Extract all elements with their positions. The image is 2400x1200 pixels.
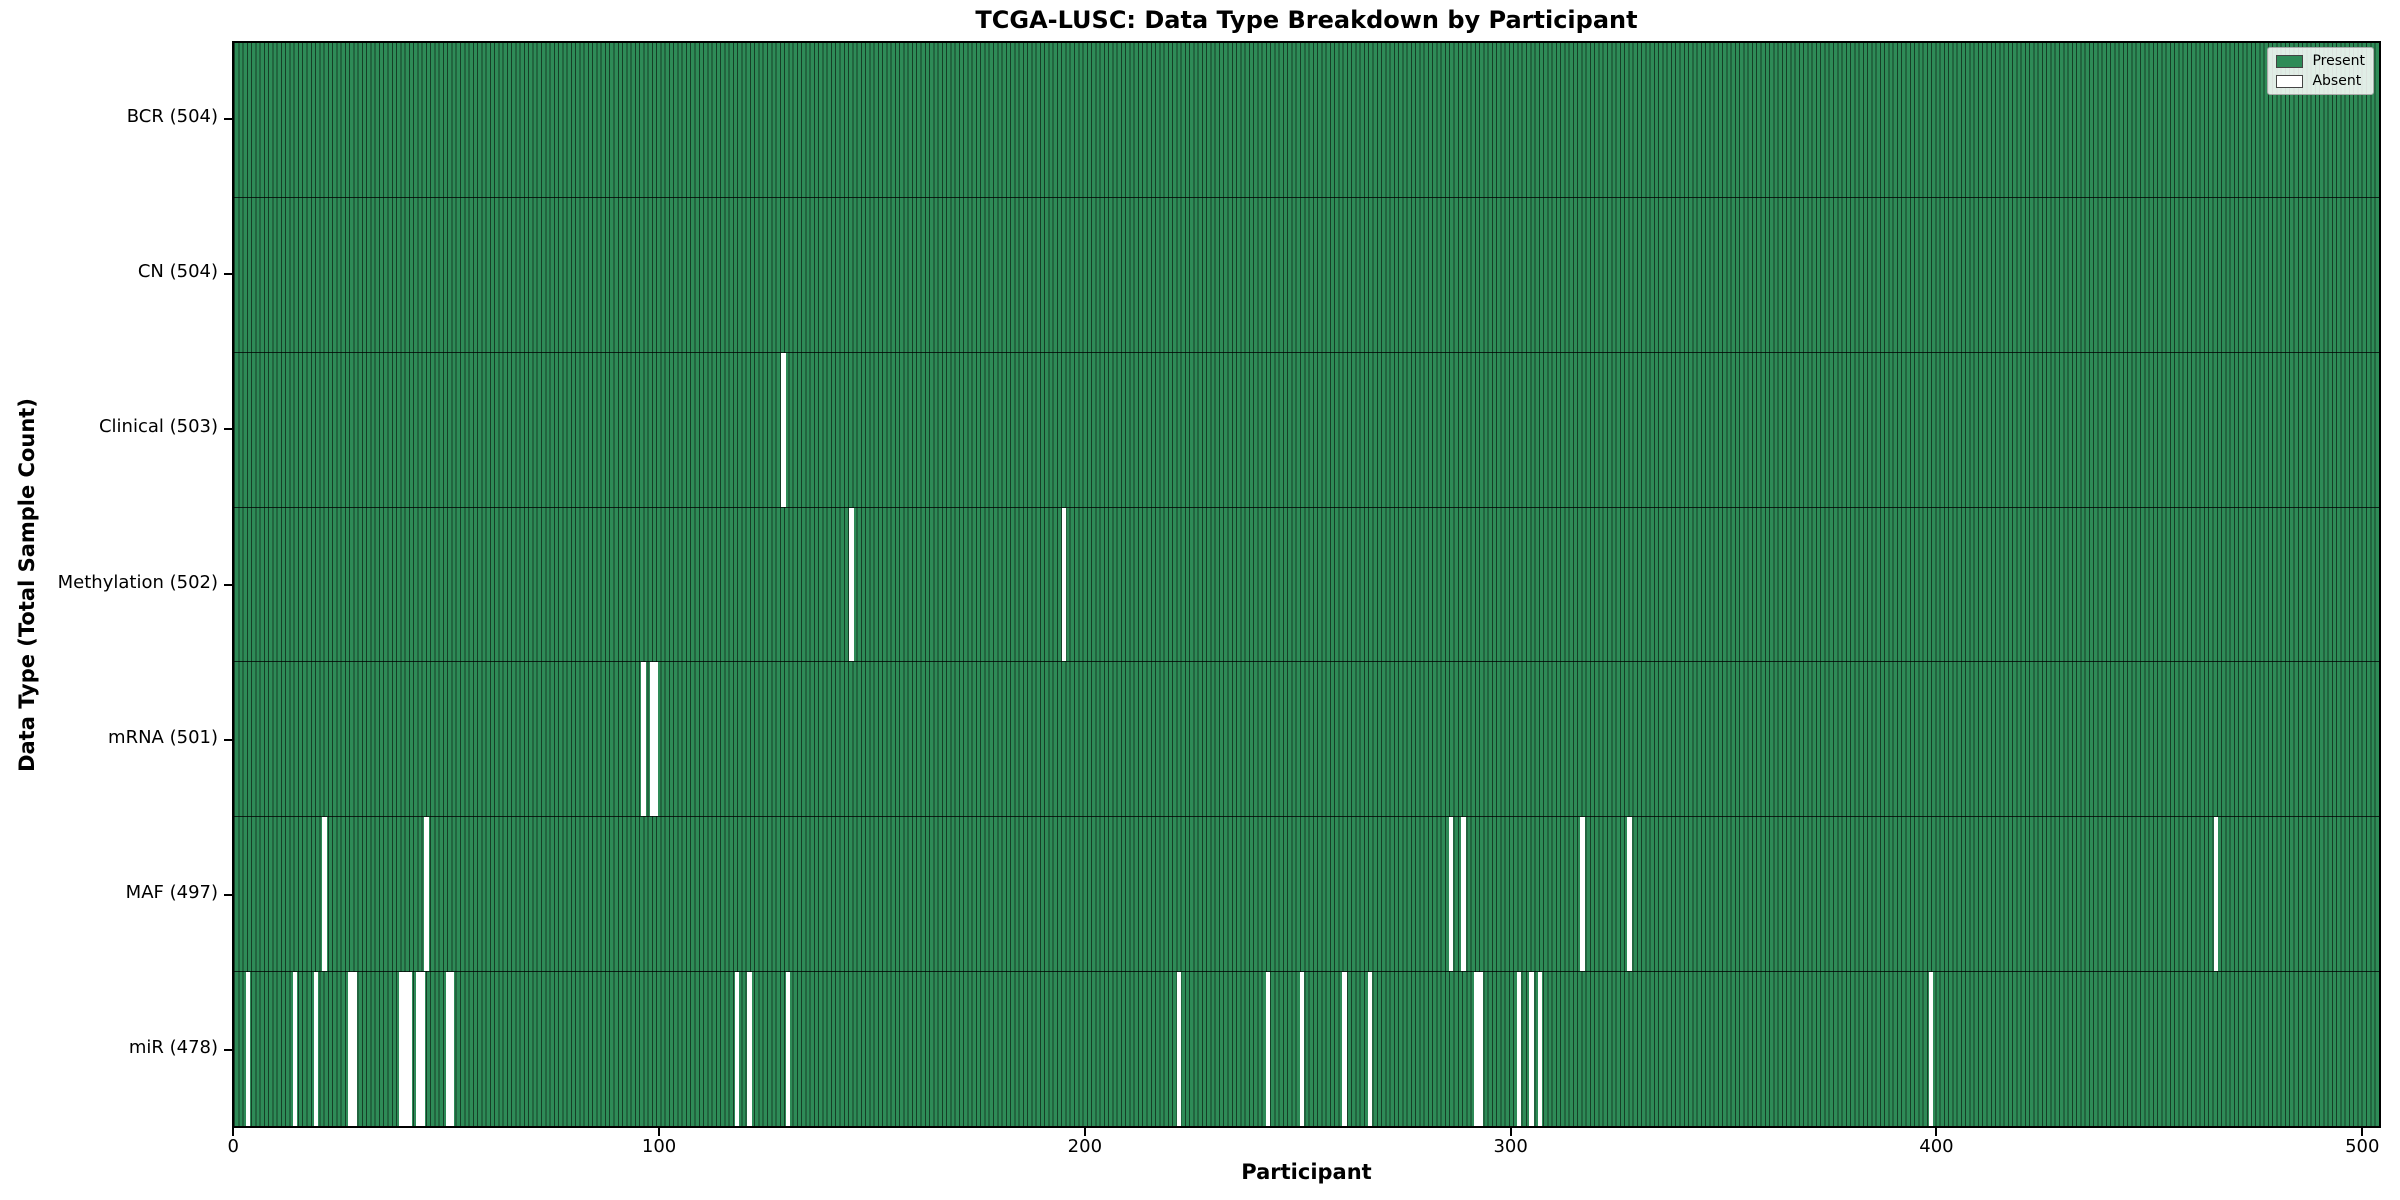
absent-gap-mir-44	[420, 972, 425, 1127]
legend-label-absent: Absent	[2312, 73, 2362, 89]
y-tick-label-bcr: BCR (504)	[126, 105, 218, 127]
legend-swatch-present	[2276, 54, 2304, 68]
absent-gap-maf-466	[2213, 817, 2219, 972]
legend-entry-absent: Absent	[2276, 73, 2365, 89]
absent-gap-mir-39	[398, 972, 404, 1127]
absent-gap-maf-21	[322, 817, 327, 972]
x-tick-label-500: 500	[2345, 1136, 2380, 1157]
x-tick-label-100: 100	[641, 1136, 677, 1157]
legend-label-present: Present	[2312, 53, 2365, 69]
row-bcr	[234, 43, 2379, 198]
x-tick-mark-200	[1083, 1128, 1086, 1136]
y-tick-label-maf: MAF (497)	[125, 882, 218, 904]
y-tick-label-cn: CN (504)	[137, 260, 218, 282]
absent-gap-mrna-99	[653, 662, 659, 817]
absent-gap-mir-267	[1367, 972, 1373, 1127]
absent-gap-maf-328	[1627, 817, 1632, 972]
absent-gap-mir-27	[347, 972, 353, 1127]
absent-gap-mir-251	[1299, 972, 1305, 1127]
absent-gap-mir-307	[1537, 972, 1543, 1127]
absent-gap-mir-243	[1265, 972, 1271, 1127]
absent-gap-mir-40	[403, 972, 408, 1127]
absent-gap-mir-19	[313, 972, 319, 1127]
row-cn	[234, 197, 2379, 353]
x-tick-mark-100	[658, 1128, 661, 1136]
row-maf	[234, 817, 2379, 973]
absent-gap-maf-317	[1580, 817, 1585, 972]
x-tick-mark-300	[1509, 1128, 1512, 1136]
absent-gap-mir-43	[415, 972, 421, 1127]
absent-gap-mir-305	[1529, 972, 1534, 1127]
row-methylation	[234, 507, 2379, 663]
absent-gap-mir-118	[734, 972, 740, 1127]
y-axis-label: Data Type (Total Sample Count)	[15, 398, 39, 772]
absent-gap-mir-261	[1342, 972, 1347, 1127]
legend-swatch-absent	[2276, 74, 2304, 88]
row-mir	[234, 972, 2379, 1127]
absent-gap-mir-51	[449, 972, 455, 1127]
absent-gap-mir-399	[1928, 972, 1934, 1127]
absent-gap-mir-292	[1474, 972, 1479, 1127]
absent-gap-methylation-195	[1061, 507, 1067, 662]
absent-gap-mir-222	[1176, 972, 1182, 1127]
absent-gap-mir-50	[445, 972, 451, 1127]
absent-gap-mir-130	[785, 972, 791, 1127]
absent-gap-mir-28	[352, 972, 357, 1127]
chart-title: TCGA-LUSC: Data Type Breakdown by Partic…	[975, 6, 1638, 34]
y-tick-label-mir: miR (478)	[128, 1037, 218, 1059]
row-mrna	[234, 662, 2379, 818]
x-tick-mark-0	[232, 1128, 235, 1136]
x-tick-label-200: 200	[1067, 1136, 1103, 1157]
y-tick-mark-mrna	[224, 738, 232, 741]
y-tick-mark-clinical	[224, 428, 232, 431]
y-tick-mark-maf	[224, 894, 232, 897]
absent-gap-maf-286	[1448, 817, 1454, 972]
absent-gap-mir-14	[292, 972, 298, 1127]
x-tick-mark-500	[2361, 1128, 2364, 1136]
plot-area: Present Absent	[232, 41, 2381, 1128]
absent-gap-mir-121	[747, 972, 752, 1127]
absent-gap-mrna-98	[649, 662, 655, 817]
x-tick-label-400: 400	[1919, 1136, 1954, 1157]
row-clinical	[234, 352, 2379, 508]
absent-gap-mrna-96	[641, 662, 646, 817]
y-tick-label-mrna: mRNA (501)	[108, 726, 218, 748]
y-tick-mark-bcr	[224, 117, 232, 120]
absent-gap-mir-302	[1516, 972, 1522, 1127]
x-tick-mark-400	[1935, 1128, 1938, 1136]
y-tick-mark-methylation	[224, 583, 232, 586]
absent-gap-maf-45	[424, 817, 429, 972]
absent-gap-mir-293	[1478, 972, 1483, 1127]
absent-gap-mir-41	[407, 972, 412, 1127]
absent-gap-methylation-145	[849, 507, 854, 662]
legend: Present Absent	[2267, 47, 2374, 95]
y-tick-label-methylation: Methylation (502)	[57, 571, 218, 593]
y-tick-label-clinical: Clinical (503)	[98, 416, 218, 438]
y-tick-mark-cn	[224, 272, 232, 275]
y-tick-mark-mir	[224, 1049, 232, 1052]
legend-entry-present: Present	[2276, 53, 2365, 69]
absent-gap-clinical-129	[781, 352, 786, 507]
absent-gap-maf-289	[1461, 817, 1466, 972]
absent-gap-mir-3	[245, 972, 251, 1127]
x-tick-label-0: 0	[227, 1136, 239, 1157]
x-tick-label-300: 300	[1493, 1136, 1528, 1157]
x-axis-label: Participant	[1241, 1160, 1372, 1184]
